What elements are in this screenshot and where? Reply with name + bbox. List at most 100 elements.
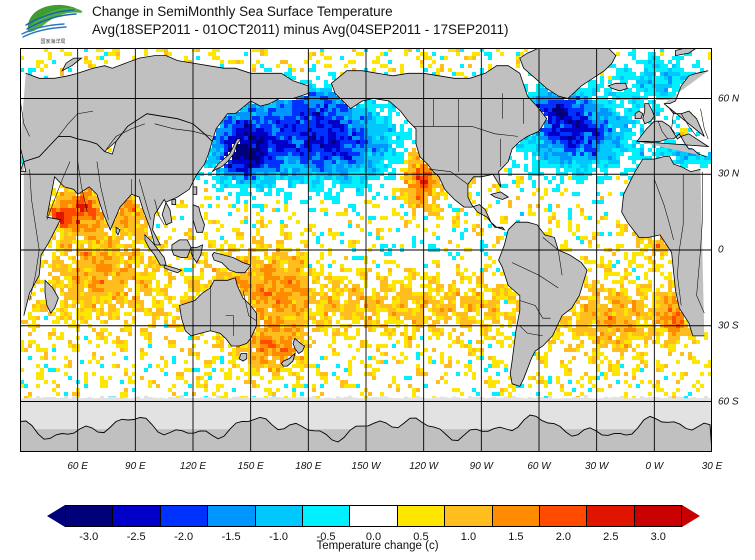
colorbar-segment-1 [113, 506, 161, 526]
landmass-0 [20, 113, 705, 337]
colorbar-tick-11: 2.5 [603, 531, 619, 543]
colorbar-segment-6 [350, 506, 398, 526]
border-13 [46, 161, 71, 220]
border-19 [657, 121, 669, 140]
colorbar-segment-12 [634, 506, 682, 526]
x-tick-2: 120 E [179, 461, 207, 472]
x-tick-10: 0 W [645, 461, 664, 472]
landmass-9 [280, 352, 296, 367]
colorbar-extend-low [47, 505, 65, 527]
border-15 [96, 161, 109, 220]
x-tick-11: 30 E [701, 461, 723, 472]
colorbar-segment-4 [255, 506, 303, 526]
landmass-15 [211, 138, 242, 173]
x-tick-3: 150 E [237, 461, 264, 472]
colorbar: -3.0 -2.5 -2.0 -1.5 -1.0 -0.5 0.0 0.5 1.0 1.5 2.0 2… [47, 505, 700, 543]
colorbar-tick-4: -1.0 [269, 531, 289, 543]
logo-caption: 国家海洋局 [40, 38, 65, 45]
border-34 [242, 290, 257, 321]
x-tick-5: 150 W [351, 461, 381, 472]
landmass-5 [498, 221, 588, 387]
landmass-21 [115, 226, 121, 236]
header: 国家海洋局 Change in SemiMonthly Sea Surface … [0, 0, 755, 46]
colorbar-extend-high [682, 505, 700, 527]
x-tick-1: 90 E [125, 461, 146, 472]
border-26 [58, 110, 94, 137]
colorbar-segment-10 [539, 506, 588, 526]
border-12 [29, 169, 40, 301]
border-25 [106, 123, 145, 150]
border-17 [138, 179, 151, 220]
colorbar-title: Temperature change (c) [316, 540, 439, 552]
x-tick-0: 60 E [67, 461, 88, 472]
landmass-7 [238, 353, 248, 362]
landmass-18 [634, 110, 644, 120]
colorbar-tick-3: -1.5 [221, 531, 241, 543]
landmass-23 [675, 48, 698, 57]
colorbar-tick-9: 1.5 [508, 531, 524, 543]
agency-logo: 国家海洋局 [21, 4, 83, 45]
landmass-11 [171, 239, 192, 258]
landmass-3 [519, 48, 617, 99]
landmass-8 [292, 337, 305, 355]
colorbar-segment-0 [66, 506, 114, 526]
landmass-26 [192, 186, 198, 195]
map-plot-area [20, 48, 712, 452]
anomaly-field [20, 48, 712, 408]
landmass-10 [211, 252, 252, 274]
landmass-4 [330, 65, 548, 231]
colorbar-segment-3 [208, 506, 256, 526]
colorbar-segment-8 [445, 506, 493, 526]
x-tick-7: 90 W [469, 461, 493, 472]
landmass-20 [489, 191, 510, 200]
colorbar-segment-9 [492, 506, 540, 526]
border-24 [154, 123, 213, 137]
colorbar-tick-1: -2.5 [126, 531, 146, 543]
landmass-25 [171, 199, 177, 205]
border-21 [680, 113, 697, 137]
chart-subtitle: Avg(18SEP2011 - 01OCT2011) minus Avg(04S… [92, 22, 509, 37]
landmass-17 [642, 103, 655, 125]
border-32 [225, 315, 234, 336]
x-tick-6: 120 W [409, 461, 439, 472]
colorbar-tick-10: 2.0 [555, 531, 571, 543]
border-22 [700, 108, 709, 139]
landmass-16 [44, 279, 59, 314]
border-11 [654, 179, 674, 240]
colorbar-tick-5: -0.5 [316, 531, 336, 543]
landmass-24 [192, 203, 205, 233]
border-6 [519, 325, 543, 337]
colorbar-tick-8: 1.0 [460, 531, 477, 543]
x-tick-9: 30 W [584, 461, 609, 472]
y-tick-1: 30 N [718, 168, 740, 180]
border-23 [20, 98, 30, 137]
colorbar-tick-6: 0.0 [365, 531, 382, 543]
landmass-14 [190, 244, 204, 264]
y-tick-0: 60 N [718, 93, 740, 104]
chart-title: Change in SemiMonthly Sea Surface Temper… [92, 4, 393, 19]
landmass-19 [607, 82, 628, 92]
y-tick-4: 60 S [718, 396, 739, 407]
x-tick-8: 60 W [527, 461, 551, 472]
colorbar-tick-12: 3.0 [650, 531, 666, 543]
border-0 [414, 126, 518, 137]
colorbar-segments [65, 505, 682, 527]
colorbar-tick-0: -3.0 [79, 531, 99, 543]
border-14 [77, 161, 88, 213]
country-borders-layer [20, 93, 709, 337]
landmass-2 [20, 55, 709, 163]
colorbar-segment-7 [397, 506, 446, 526]
title-block: Change in SemiMonthly Sea Surface Temper… [92, 3, 509, 39]
x-tick-4: 180 E [295, 461, 322, 472]
sst-anomaly-heatmap [20, 48, 712, 452]
border-20 [671, 111, 676, 134]
graticule-layer [20, 48, 712, 452]
colorbar-segment-11 [587, 506, 635, 526]
colorbar-segment-5 [302, 506, 351, 526]
colorbar-segment-2 [160, 506, 209, 526]
colorbar-tick-7: 0.5 [413, 531, 429, 543]
landmass-6 [179, 277, 257, 347]
y-tick-2: 0 [718, 244, 724, 256]
border-18 [154, 199, 165, 225]
border-1 [429, 168, 469, 185]
